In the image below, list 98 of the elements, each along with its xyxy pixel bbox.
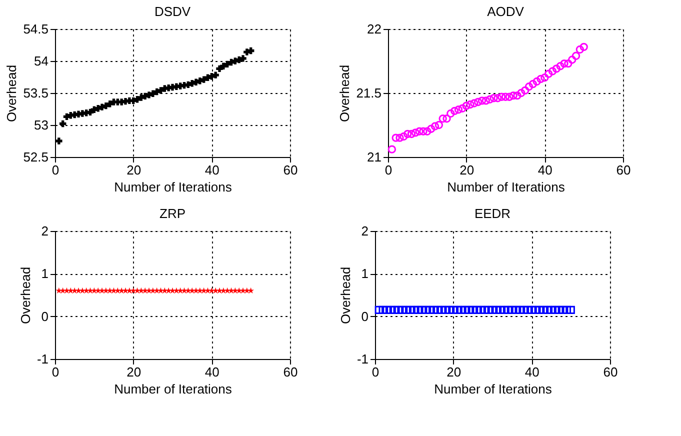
x-tick-label: 60	[283, 162, 298, 178]
x-axis-title: Number of Iterations	[434, 382, 552, 396]
point	[434, 120, 444, 130]
point	[524, 82, 534, 91]
point	[403, 130, 412, 138]
point	[540, 74, 549, 82]
point	[426, 124, 436, 133]
y-tick-label: 0	[41, 308, 48, 324]
y-tick-label: 22	[367, 22, 382, 36]
point	[462, 102, 470, 110]
y-tick-label: 0	[361, 308, 368, 324]
x-tick-label: 60	[616, 162, 631, 178]
y-tick-label: 54.5	[23, 22, 48, 36]
y-tick-label: -1	[36, 352, 48, 366]
y-tick-label: 53.5	[23, 86, 48, 100]
point	[419, 127, 428, 136]
x-tick-label: 40	[524, 364, 540, 380]
x-axis-title: Number of Iterations	[114, 180, 232, 194]
chart-title: DSDV	[154, 4, 191, 19]
point	[240, 55, 246, 62]
point	[478, 96, 486, 105]
x-axis-title: Number of Iterations	[114, 382, 232, 396]
y-axis-title: Overhead	[18, 266, 33, 324]
point	[544, 70, 553, 78]
point	[442, 114, 451, 123]
y-tick-label: 21.5	[356, 86, 382, 100]
chart-title: ZRP	[160, 206, 186, 221]
point	[466, 100, 474, 109]
point	[517, 88, 526, 98]
point	[454, 106, 463, 114]
x-tick-label: 60	[283, 364, 298, 380]
point	[564, 59, 572, 68]
y-tick-label: 2	[41, 224, 48, 238]
point	[528, 80, 538, 88]
point	[576, 45, 584, 54]
y-tick-label: 21	[367, 150, 382, 164]
point	[458, 104, 467, 112]
point	[247, 47, 254, 54]
point	[400, 132, 408, 141]
x-tick-label: 20	[446, 364, 462, 380]
point	[501, 92, 510, 101]
x-tick-label: 60	[603, 364, 618, 380]
point	[430, 122, 440, 130]
point	[212, 72, 219, 78]
y-axis-title: Overhead	[337, 64, 352, 122]
point	[497, 92, 506, 101]
x-tick-label: 0	[52, 162, 60, 178]
point	[556, 62, 564, 70]
y-tick-label: -1	[356, 352, 368, 366]
y-tick-label: 2	[361, 224, 368, 238]
x-tick-label: 20	[126, 162, 142, 178]
point	[509, 91, 518, 100]
chart-title: AODV	[487, 4, 524, 19]
y-tick-label: 52.5	[23, 150, 48, 164]
point	[415, 127, 424, 136]
point	[505, 92, 514, 101]
y-axis-title: Overhead	[338, 266, 353, 324]
point	[411, 128, 420, 137]
x-tick-label: 40	[204, 364, 220, 380]
point	[494, 94, 502, 102]
point	[568, 56, 576, 64]
point	[407, 130, 416, 138]
x-tick-label: 20	[460, 162, 474, 178]
y-tick-label: 53	[34, 118, 48, 132]
x-tick-label: 0	[384, 162, 392, 178]
y-tick-label: 54	[34, 54, 48, 68]
point	[572, 52, 580, 60]
point	[490, 94, 498, 102]
point	[486, 95, 494, 104]
point	[580, 42, 588, 52]
point	[392, 134, 400, 142]
x-tick-label: 40	[204, 162, 220, 178]
point	[560, 59, 568, 68]
y-axis-title: Overhead	[4, 64, 20, 122]
point	[450, 106, 459, 116]
point	[396, 134, 404, 142]
x-tick-label: 0	[52, 364, 60, 380]
point	[56, 138, 62, 144]
point	[423, 127, 432, 136]
point	[474, 98, 482, 106]
point	[438, 114, 447, 123]
point	[482, 96, 490, 105]
x-tick-label: 40	[538, 162, 552, 178]
point	[520, 86, 530, 95]
point	[513, 91, 522, 100]
y-tick-label: 1	[361, 266, 368, 282]
point	[446, 109, 455, 118]
y-tick-label: 1	[41, 266, 48, 282]
point	[59, 120, 66, 128]
point	[548, 67, 557, 76]
point	[532, 77, 541, 86]
point	[470, 99, 478, 108]
point	[388, 145, 396, 154]
x-tick-label: 20	[126, 364, 142, 380]
x-axis-title: Number of Iterations	[447, 180, 566, 194]
chart-title: EEDR	[474, 206, 511, 221]
point	[552, 64, 561, 73]
point	[536, 74, 545, 84]
